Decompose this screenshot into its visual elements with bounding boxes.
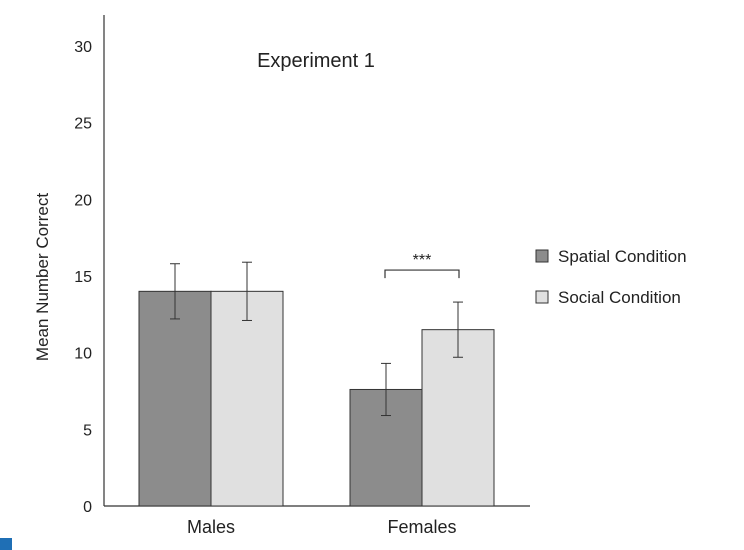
y-tick-label: 25	[74, 116, 92, 133]
legend: Spatial Condition Social Condition	[535, 247, 687, 307]
y-tick-label: 5	[83, 422, 92, 439]
y-tick-label: 30	[74, 39, 92, 56]
y-tick-label: 10	[74, 346, 92, 363]
legend-label: Spatial Condition	[558, 247, 687, 266]
y-tick-label: 0	[83, 499, 92, 516]
y-axis-label: Mean Number Correct	[33, 193, 52, 361]
legend-swatch	[535, 249, 549, 263]
y-tick-label: 15	[74, 269, 92, 286]
bars	[138, 290, 495, 507]
error-bars	[170, 261, 463, 417]
legend-label: Social Condition	[558, 288, 681, 307]
bar-males-social-condition	[210, 290, 284, 507]
annotations: ***	[384, 252, 460, 279]
x-tick-labels: Males Females	[187, 517, 457, 537]
y-tick-label: 20	[74, 192, 92, 209]
significance-bracket	[384, 269, 460, 279]
corner-marker	[0, 538, 12, 550]
significance-label: ***	[413, 252, 432, 269]
x-tick-label: Females	[387, 517, 456, 537]
y-tick-labels: 0 5 10 15 20 25 30	[74, 39, 92, 516]
bar-males-spatial-condition	[138, 290, 212, 507]
legend-swatch	[535, 290, 549, 304]
chart-title: Experiment 1	[257, 50, 375, 72]
x-tick-label: Males	[187, 517, 235, 537]
